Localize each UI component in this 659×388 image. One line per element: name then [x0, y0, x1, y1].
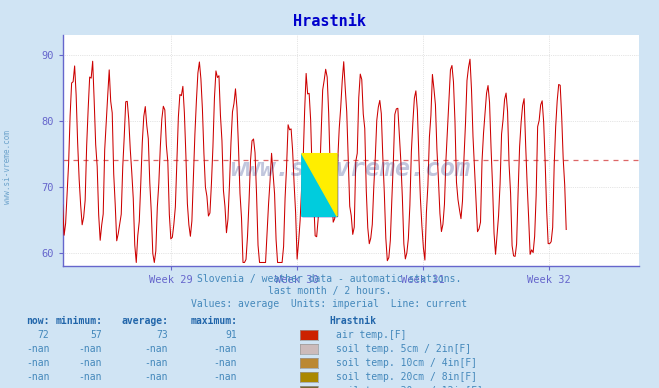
Text: -nan: -nan	[214, 344, 237, 354]
Text: -nan: -nan	[78, 372, 102, 382]
Polygon shape	[302, 154, 337, 217]
Text: Hrastnik: Hrastnik	[293, 14, 366, 29]
Text: -nan: -nan	[144, 386, 168, 388]
Text: maximum:: maximum:	[190, 316, 237, 326]
Text: soil temp. 10cm / 4in[F]: soil temp. 10cm / 4in[F]	[336, 358, 477, 368]
Text: now:: now:	[26, 316, 49, 326]
Text: -nan: -nan	[214, 372, 237, 382]
Text: -nan: -nan	[144, 372, 168, 382]
Text: minimum:: minimum:	[55, 316, 102, 326]
Text: soil temp. 30cm / 12in[F]: soil temp. 30cm / 12in[F]	[336, 386, 483, 388]
Text: Values: average  Units: imperial  Line: current: Values: average Units: imperial Line: cu…	[191, 299, 468, 309]
Text: -nan: -nan	[26, 386, 49, 388]
Bar	[302, 154, 337, 217]
Polygon shape	[302, 154, 337, 217]
Text: Hrastnik: Hrastnik	[330, 316, 376, 326]
Text: -nan: -nan	[78, 344, 102, 354]
Text: average:: average:	[121, 316, 168, 326]
Text: -nan: -nan	[26, 358, 49, 368]
Text: -nan: -nan	[78, 386, 102, 388]
Text: Slovenia / weather data - automatic stations.: Slovenia / weather data - automatic stat…	[197, 274, 462, 284]
Text: -nan: -nan	[78, 358, 102, 368]
Text: air temp.[F]: air temp.[F]	[336, 330, 407, 340]
Text: www.si-vreme.com: www.si-vreme.com	[3, 130, 13, 204]
Text: -nan: -nan	[144, 344, 168, 354]
Text: www.si-vreme.com: www.si-vreme.com	[231, 157, 471, 181]
Text: 57: 57	[90, 330, 102, 340]
Text: -nan: -nan	[26, 344, 49, 354]
Text: last month / 2 hours.: last month / 2 hours.	[268, 286, 391, 296]
Text: 72: 72	[38, 330, 49, 340]
Text: -nan: -nan	[26, 372, 49, 382]
Text: soil temp. 20cm / 8in[F]: soil temp. 20cm / 8in[F]	[336, 372, 477, 382]
Text: 73: 73	[156, 330, 168, 340]
Text: 91: 91	[225, 330, 237, 340]
Text: -nan: -nan	[214, 358, 237, 368]
Text: -nan: -nan	[144, 358, 168, 368]
Text: soil temp. 5cm / 2in[F]: soil temp. 5cm / 2in[F]	[336, 344, 471, 354]
Text: -nan: -nan	[214, 386, 237, 388]
